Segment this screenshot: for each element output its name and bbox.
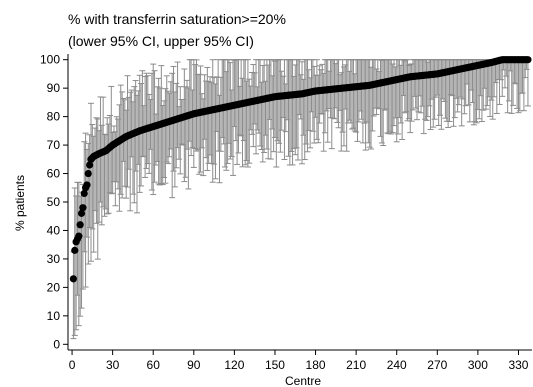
x-tick-label: 150	[265, 358, 285, 372]
data-point	[75, 232, 83, 240]
y-tick-label: 10	[47, 309, 61, 323]
y-tick-label: 0	[53, 337, 60, 351]
x-tick-label: 330	[508, 358, 528, 372]
x-tick-label: 0	[69, 358, 76, 372]
x-tick-label: 30	[106, 358, 120, 372]
data-point	[84, 169, 92, 178]
x-tick-label: 180	[306, 358, 326, 372]
x-tick-label: 90	[187, 358, 201, 372]
x-tick-label: 120	[224, 358, 244, 372]
data-point	[76, 221, 84, 229]
x-tick-label: 60	[147, 358, 161, 372]
y-tick-label: 40	[47, 223, 61, 237]
x-axis-ticks: 0 30 60 90 120 150 180 210 240 270 300 330	[69, 350, 529, 372]
data-point	[77, 209, 86, 217]
x-tick-label: 270	[427, 358, 447, 372]
chart-subtitle: (lower 95% CI, upper 95% CI)	[68, 33, 254, 49]
data-points	[69, 56, 532, 283]
data-point	[83, 181, 91, 189]
x-tick-label: 240	[387, 358, 407, 372]
y-tick-label: 80	[47, 110, 61, 124]
x-tick-label: 210	[346, 358, 366, 372]
x-axis-label: Centre	[285, 374, 321, 387]
data-point	[79, 204, 87, 212]
y-tick-label: 60	[47, 167, 61, 181]
error-bars	[70, 59, 531, 340]
data-point	[71, 246, 79, 254]
y-tick-label: 20	[47, 280, 61, 294]
y-tick-label: 30	[47, 252, 61, 266]
data-point	[524, 56, 532, 64]
y-tick-label: 50	[47, 195, 61, 209]
chart-title: % with transferrin saturation>=20%	[68, 11, 286, 27]
y-axis-ticks: 0 10 20 30 40 50 60 70 80 90 100	[40, 53, 68, 351]
y-tick-label: 100	[40, 53, 60, 67]
data-point	[80, 189, 88, 198]
y-axis-label: % patients	[13, 175, 27, 231]
y-tick-label: 70	[47, 138, 61, 152]
data-point	[69, 275, 78, 283]
x-tick-label: 300	[468, 358, 488, 372]
y-tick-label: 90	[47, 81, 61, 95]
data-point	[86, 161, 94, 169]
